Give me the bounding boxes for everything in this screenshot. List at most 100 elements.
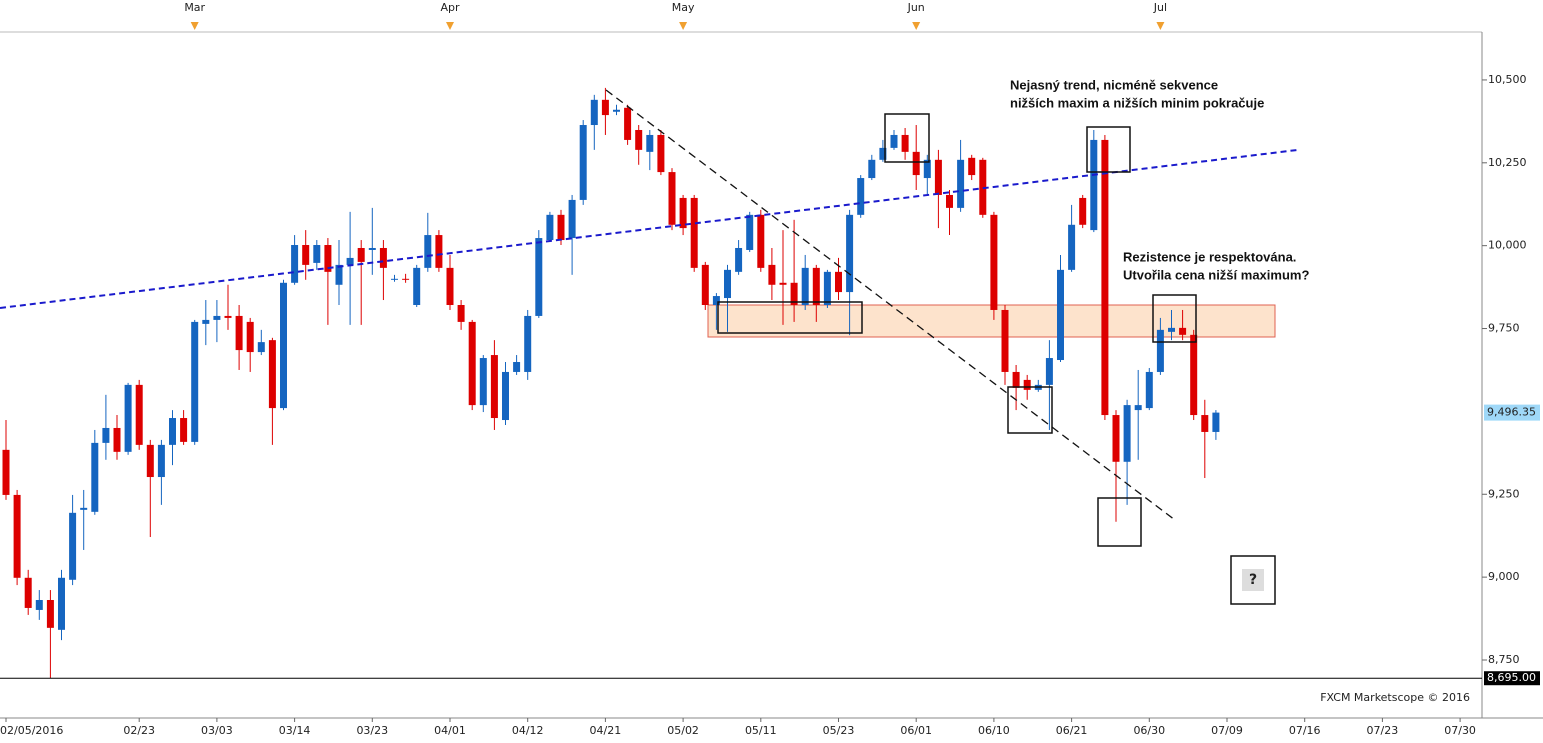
x-tick-label: 06/21 [1056, 724, 1088, 737]
month-label: May [672, 1, 695, 14]
candle-body [724, 269, 731, 299]
candle-body [157, 444, 165, 478]
candle-body [146, 444, 154, 478]
box [1097, 497, 1142, 547]
candle-body [934, 159, 942, 195]
candle-body [923, 159, 931, 179]
candle-body [901, 134, 909, 152]
candle-body [69, 512, 77, 580]
x-tick-label: 03/03 [201, 724, 233, 737]
y-tick-label: 10,500 [1488, 73, 1527, 86]
last-price-box [1484, 404, 1540, 421]
candle-body [690, 197, 698, 268]
box [717, 301, 863, 334]
candle-body [80, 507, 88, 510]
annotation: Utvořila cena nižší maximum? [1123, 267, 1309, 282]
candle-body [1212, 412, 1220, 432]
candle-body [590, 99, 598, 126]
candle-body [657, 134, 665, 173]
month-label: Jul [1153, 1, 1167, 14]
candle-body [490, 355, 498, 419]
candle-body [812, 267, 820, 305]
x-tick-label: 06/10 [978, 724, 1010, 737]
candle-body [712, 296, 720, 305]
candle-body [391, 278, 398, 280]
candle-body [1012, 371, 1020, 388]
candles [2, 87, 1220, 679]
candle-body [635, 129, 643, 150]
annotation: nižších maxim a nižších minim pokračuje [1010, 95, 1264, 110]
candle-body [1023, 379, 1031, 390]
last-price-label: 9,496.35 [1487, 406, 1536, 419]
candle-body [135, 384, 143, 445]
watermark: FXCM Marketscope © 2016 [1320, 691, 1470, 704]
candle-body [1001, 309, 1009, 372]
candle-body [601, 99, 609, 116]
question-mark-box [1242, 569, 1264, 591]
candle-body [946, 194, 953, 208]
candle-body [502, 371, 509, 421]
candle-body [1190, 334, 1198, 416]
candle-body [113, 427, 121, 452]
y-tick-label: 9,000 [1488, 570, 1520, 583]
candle-body [546, 214, 554, 241]
trend-line [0, 149, 1298, 309]
candle-body [213, 315, 221, 320]
candle-body [1168, 327, 1175, 332]
candle-body [613, 109, 620, 112]
x-tick-label: 07/16 [1289, 724, 1321, 737]
candle-body [1145, 371, 1153, 409]
box [1230, 555, 1276, 605]
candle-body [790, 282, 798, 305]
x-tick-label: 03/23 [356, 724, 388, 737]
candle-body [1123, 405, 1131, 462]
candle-body [1134, 405, 1142, 411]
candle-body [102, 427, 110, 443]
candle-body [479, 358, 487, 406]
x-tick-label: 06/01 [900, 724, 932, 737]
candle-body [346, 257, 354, 265]
y-tick-label: 9,250 [1488, 487, 1520, 500]
candle-body [457, 305, 465, 322]
month-marker [679, 22, 688, 30]
candle-body [2, 449, 10, 495]
candle-body [1045, 358, 1053, 385]
y-tick-label: 10,250 [1488, 156, 1527, 169]
candle-body [535, 238, 543, 316]
candle-body [13, 494, 21, 578]
candle-body [1079, 197, 1087, 225]
candle-body [524, 315, 532, 372]
candle-body [646, 134, 654, 152]
candle-body [191, 321, 199, 442]
candle-body [1179, 327, 1187, 335]
y-tick-label: 9,750 [1488, 322, 1520, 335]
x-tick-label: 05/02 [667, 724, 699, 737]
box [1152, 294, 1197, 343]
candle-body [202, 319, 210, 324]
candle-body [169, 418, 176, 445]
candle-body [246, 321, 254, 353]
candle-body [291, 245, 299, 283]
candle-body [779, 282, 787, 285]
candle-body [46, 600, 54, 628]
candle-body [1101, 139, 1109, 416]
candle-body [91, 442, 99, 512]
candle-body [912, 151, 920, 176]
candle-body [379, 247, 387, 268]
candle-body [668, 172, 676, 225]
candle-body [957, 159, 965, 208]
candle-body [413, 267, 421, 305]
x-tick-label: 07/23 [1367, 724, 1399, 737]
x-tick-label: 05/11 [745, 724, 777, 737]
x-tick-label: 06/30 [1133, 724, 1165, 737]
candle-body [857, 178, 865, 215]
candle-body [468, 321, 476, 406]
candle-body [846, 214, 854, 293]
candle-body [757, 214, 765, 268]
month-marker [446, 22, 454, 30]
annotation-boxes [717, 113, 1276, 605]
candle-body [801, 267, 809, 305]
candle-body [58, 577, 65, 630]
